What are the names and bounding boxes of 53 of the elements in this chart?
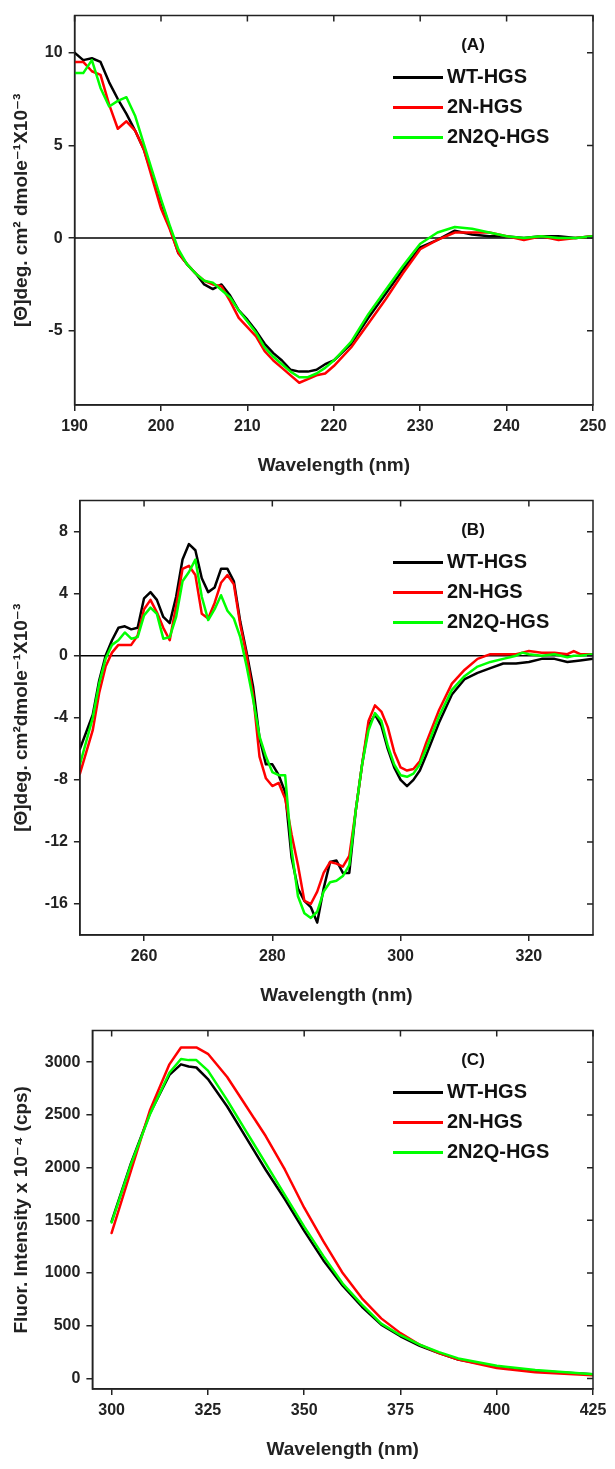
y-tick-label: 8 (59, 522, 69, 540)
y-tick-label: 5 (53, 135, 63, 153)
y-tick-label: 0 (53, 228, 63, 246)
legend-label: WT-HGS (447, 65, 527, 88)
x-tick-label: 210 (234, 417, 261, 435)
x-tick-label: 400 (483, 1401, 511, 1419)
x-tick-label: 280 (258, 947, 286, 965)
y-axis-title: Fluor. Intensity x 10⁻⁴ (cps) (9, 1086, 31, 1334)
x-axis-title: Wavelength (nm) (260, 983, 413, 1005)
x-tick-label: 350 (290, 1401, 318, 1419)
y-tick-label: -12 (44, 832, 69, 850)
x-tick-label: 320 (515, 947, 543, 965)
y-axis-title: [Θ]deg. cm² dmole⁻¹X10⁻³ (9, 93, 31, 327)
legend-label: 2N-HGS (447, 580, 523, 603)
y-tick-label: 500 (53, 1316, 81, 1334)
y-tick-label: 0 (71, 1368, 81, 1386)
legend-label: 2N2Q-HGS (447, 1140, 550, 1163)
y-tick-label: 4 (59, 584, 69, 602)
x-tick-label: 250 (579, 417, 607, 435)
y-tick-label: -4 (53, 708, 69, 726)
x-tick-label: 220 (320, 417, 348, 435)
x-tick-label: 260 (130, 947, 158, 965)
legend-label: 2N2Q-HGS (447, 610, 550, 633)
legend-label: 2N2Q-HGS (447, 125, 550, 148)
x-axis-title: Wavelength (nm) (257, 453, 410, 475)
x-tick-label: 325 (194, 1401, 222, 1419)
x-tick-label: 300 (387, 947, 415, 965)
legend-label: 2N-HGS (447, 1110, 523, 1133)
y-tick-label: 2500 (44, 1105, 81, 1123)
y-tick-label: 2000 (44, 1158, 81, 1176)
annotation: (B) (461, 520, 485, 540)
y-tick-label: -16 (44, 894, 69, 912)
y-tick-label: 0 (59, 646, 69, 664)
legend-label: 2N-HGS (447, 95, 523, 118)
y-axis-title: [Θ]deg. cm²dmole⁻¹X10⁻³ (9, 603, 31, 832)
y-tick-label: -5 (48, 321, 63, 339)
y-tick-label: -8 (53, 770, 69, 788)
x-tick-label: 425 (579, 1401, 607, 1419)
y-tick-label: 1500 (44, 1210, 81, 1228)
annotation: (C) (461, 1050, 485, 1070)
x-tick-label: 230 (406, 417, 434, 435)
legend-label: WT-HGS (447, 550, 527, 573)
x-tick-label: 200 (147, 417, 175, 435)
x-tick-label: 190 (61, 417, 89, 435)
legend-label: WT-HGS (447, 1080, 527, 1103)
y-tick-label: 1000 (44, 1263, 81, 1281)
x-axis-title: Wavelength (nm) (266, 1437, 419, 1459)
x-tick-label: 300 (98, 1401, 126, 1419)
x-tick-label: 375 (387, 1401, 414, 1419)
y-tick-label: 10 (44, 43, 63, 61)
x-tick-label: 240 (493, 417, 521, 435)
y-tick-label: 3000 (44, 1052, 81, 1070)
annotation: (A) (461, 35, 485, 55)
